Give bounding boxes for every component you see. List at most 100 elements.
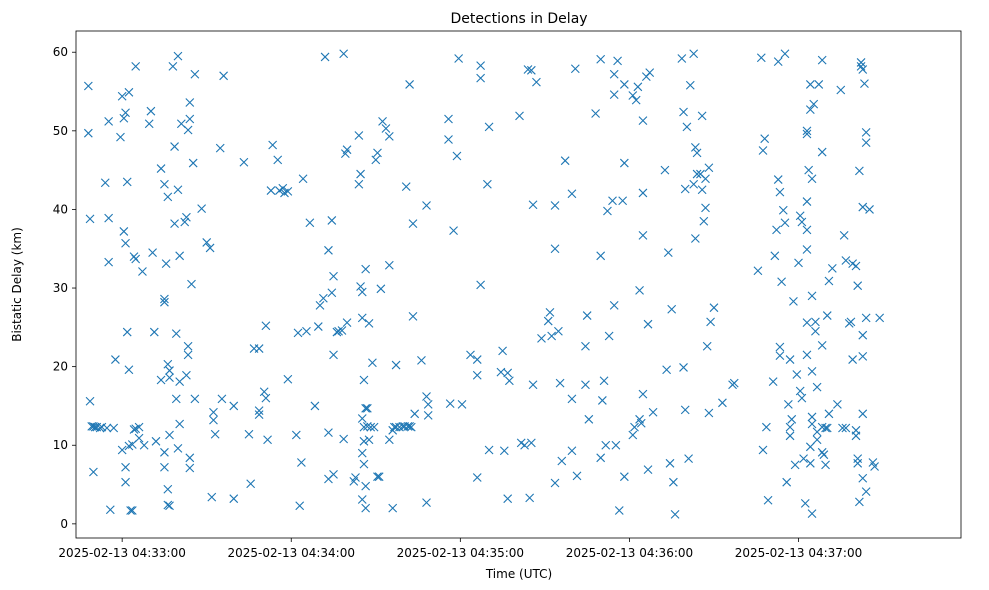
x-axis-label: Time (UTC) [485,567,552,581]
data-point [628,91,638,100]
data-point [528,200,538,210]
data-point [860,79,869,89]
data-point [410,409,420,419]
data-point [85,214,95,224]
data-point [381,124,391,133]
data-point [787,414,797,424]
data-point [104,117,114,126]
data-point [207,492,217,502]
data-point [680,405,690,415]
data-point [861,138,871,148]
data-point [805,442,815,452]
data-point [134,433,144,443]
data-point [499,446,509,456]
data-point [582,311,592,320]
data-point [802,197,812,206]
data-point [596,54,606,64]
data-point [119,227,129,236]
data-point [861,313,871,323]
data-point [449,226,458,236]
data-point [709,303,719,313]
data-point [403,421,413,431]
data-point [811,317,820,327]
data-point [354,131,364,140]
data-point [318,293,328,303]
y-tick-label: 20 [53,360,68,374]
data-point [665,458,675,468]
data-point [795,386,805,396]
data-point [614,506,624,515]
data-point [853,281,863,291]
data-point [663,248,673,258]
data-point [601,440,611,450]
data-point [794,258,803,268]
data-point [408,219,418,228]
data-point [357,287,367,297]
data-point [229,401,239,411]
data-point [320,52,330,62]
data-point [821,423,830,433]
data-point [560,156,570,166]
data-point [807,419,817,429]
data-point [126,506,136,515]
data-point [638,188,648,198]
data-point [266,186,276,195]
data-point [789,297,798,306]
data-point [638,389,648,399]
data-point [785,422,795,432]
data-point [445,399,455,408]
data-point [173,444,183,453]
data-point [261,321,271,331]
data-point [805,105,815,114]
data-point [525,493,535,503]
data-point [361,503,371,513]
data-point [773,57,783,67]
data-point [846,317,856,327]
data-point [472,473,482,482]
data-point [261,393,271,403]
data-point [817,147,827,157]
data-point [160,462,169,472]
data-point [298,174,308,184]
data-point [597,396,607,405]
data-point [635,286,644,295]
data-point [129,425,139,434]
data-point [364,435,374,445]
data-point [572,471,582,481]
data-point [628,430,638,440]
data-point [138,267,147,276]
data-point [183,350,193,360]
data-point [160,294,169,304]
data-point [608,196,617,206]
data-point [858,202,868,212]
data-point [554,326,563,336]
data-point [332,327,342,337]
data-point [127,506,137,515]
data-point [368,358,377,368]
data-point [327,288,337,298]
data-point [498,346,507,356]
data-point [85,396,95,406]
data-point [175,419,185,429]
data-point [812,435,822,445]
data-point [758,146,768,155]
data-point [291,430,301,440]
data-point [833,399,842,409]
data-point [100,178,110,188]
data-point [146,106,156,116]
data-point [753,266,763,276]
data-point [359,375,369,385]
data-point [858,352,868,361]
data-point [581,380,590,390]
data-point [263,435,272,445]
data-point [406,422,416,432]
data-point [357,313,367,323]
data-point [183,341,193,351]
data-point [134,422,144,432]
data-point [357,495,367,504]
y-tick-label: 60 [53,45,68,59]
data-point [185,98,195,107]
data-point [364,319,374,328]
data-point [124,365,134,375]
data-point [327,216,337,225]
